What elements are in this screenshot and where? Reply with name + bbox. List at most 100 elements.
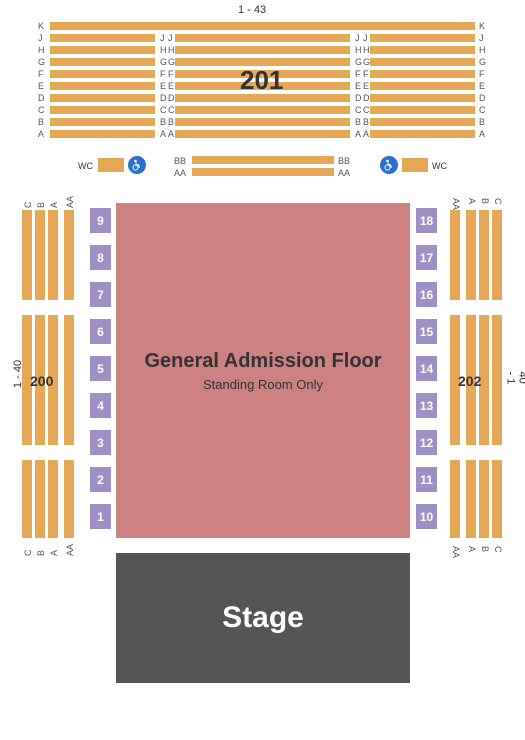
box-seat-13[interactable]: 13: [416, 393, 437, 418]
aisle-row-label: F: [160, 70, 166, 79]
row-label-left: F: [38, 70, 44, 79]
aisle-row-label: B: [363, 118, 369, 127]
side-col-label: AA: [65, 198, 75, 208]
wheelchair-icon: [380, 156, 398, 174]
aisle-row-label: H: [355, 46, 362, 55]
row-label-right: E: [479, 82, 485, 91]
section-202-col[interactable]: [492, 210, 502, 300]
side-col-label: AA: [451, 198, 461, 208]
box-seat-15[interactable]: 15: [416, 319, 437, 344]
row-label-right: J: [479, 34, 484, 43]
row-label-left: C: [38, 106, 45, 115]
aisle-row-label: D: [160, 94, 167, 103]
box-seat-12[interactable]: 12: [416, 430, 437, 455]
box-seat-4[interactable]: 4: [90, 393, 111, 418]
box-seat-1[interactable]: 1: [90, 504, 111, 529]
aisle-row-label: E: [160, 82, 166, 91]
side-col-label: AA: [65, 546, 75, 556]
box-seat-9[interactable]: 9: [90, 208, 111, 233]
side-seat-range: 1 - 40: [12, 360, 24, 388]
section-202-col[interactable]: [466, 460, 476, 538]
box-seat-2[interactable]: 2: [90, 467, 111, 492]
box-seat-7[interactable]: 7: [90, 282, 111, 307]
aisle-row-label: E: [168, 82, 174, 91]
box-seat-17[interactable]: 17: [416, 245, 437, 270]
box-seat-8[interactable]: 8: [90, 245, 111, 270]
section-200-col[interactable]: [64, 315, 74, 445]
ga-floor-subtitle: Standing Room Only: [203, 377, 323, 392]
row-label-right: C: [479, 106, 486, 115]
wc-label-left: WC: [78, 161, 93, 171]
aisle-row-label: H: [363, 46, 370, 55]
aisle-row-label: B: [168, 118, 174, 127]
section-201-row[interactable]: [50, 130, 475, 138]
box-seat-3[interactable]: 3: [90, 430, 111, 455]
wc-seats-left[interactable]: [98, 158, 124, 172]
section-201-row[interactable]: [50, 22, 475, 30]
side-col-label: A: [49, 546, 59, 556]
aisle-row-label: B: [355, 118, 361, 127]
aisle-row-label: F: [168, 70, 174, 79]
wheelchair-icon: [128, 156, 146, 174]
section-200-col[interactable]: [35, 210, 45, 300]
side-col-label: B: [480, 546, 490, 556]
aisle-row-label: D: [363, 94, 370, 103]
section-202-col[interactable]: [466, 210, 476, 300]
box-seat-6[interactable]: 6: [90, 319, 111, 344]
box-seat-5[interactable]: 5: [90, 356, 111, 381]
section-201-row[interactable]: [50, 106, 475, 114]
box-seat-16[interactable]: 16: [416, 282, 437, 307]
section-200-col[interactable]: [48, 460, 58, 538]
section-202-col[interactable]: [450, 210, 460, 300]
aisle-row-label: C: [355, 106, 362, 115]
section-200-col[interactable]: [35, 460, 45, 538]
side-col-label: A: [467, 198, 477, 208]
section-201-label: 201: [240, 65, 283, 96]
aisle-row-label: G: [160, 58, 167, 67]
section-200-col[interactable]: [22, 460, 32, 538]
row-label-left: A: [38, 130, 44, 139]
section-202-label: 202: [458, 373, 481, 389]
aisle-row-label: J: [355, 34, 360, 43]
aisle-row-label: C: [168, 106, 175, 115]
section-202-col[interactable]: [479, 210, 489, 300]
aisle-row-label: J: [363, 34, 368, 43]
row-label-left: E: [38, 82, 44, 91]
row-label-left: B: [38, 118, 44, 127]
row-label-right: F: [479, 70, 485, 79]
wc-seats-right[interactable]: [402, 158, 428, 172]
side-col-label: C: [493, 546, 503, 556]
aisle-row-label: G: [363, 58, 370, 67]
row-label-left: D: [38, 94, 45, 103]
section-202-col[interactable]: [492, 315, 502, 445]
aisle-row-label: A: [160, 130, 166, 139]
side-seat-range: 40 - 1: [505, 372, 525, 389]
section-200-col[interactable]: [64, 210, 74, 300]
row-label-right: K: [479, 22, 485, 31]
row-bb[interactable]: [192, 156, 334, 164]
aisle-row-label: F: [363, 70, 369, 79]
ga-floor[interactable]: General Admission FloorStanding Room Onl…: [116, 203, 410, 538]
section-200-col[interactable]: [48, 210, 58, 300]
side-col-label: B: [480, 198, 490, 208]
side-col-label: C: [23, 198, 33, 208]
section-200-col[interactable]: [22, 210, 32, 300]
aisle-row-label: G: [355, 58, 362, 67]
side-col-label: C: [493, 198, 503, 208]
aa-label: AA: [174, 168, 186, 178]
box-seat-14[interactable]: 14: [416, 356, 437, 381]
section-201-row[interactable]: [50, 34, 475, 42]
section-200-col[interactable]: [64, 460, 74, 538]
section-201-row[interactable]: [50, 118, 475, 126]
aisle-row-label: J: [160, 34, 165, 43]
row-label-right: B: [479, 118, 485, 127]
box-seat-11[interactable]: 11: [416, 467, 437, 492]
box-seat-18[interactable]: 18: [416, 208, 437, 233]
section-202-col[interactable]: [492, 460, 502, 538]
wc-label-right: WC: [432, 161, 447, 171]
section-201-row[interactable]: [50, 46, 475, 54]
box-seat-10[interactable]: 10: [416, 504, 437, 529]
row-aa[interactable]: [192, 168, 334, 176]
section-202-col[interactable]: [450, 460, 460, 538]
section-202-col[interactable]: [479, 460, 489, 538]
